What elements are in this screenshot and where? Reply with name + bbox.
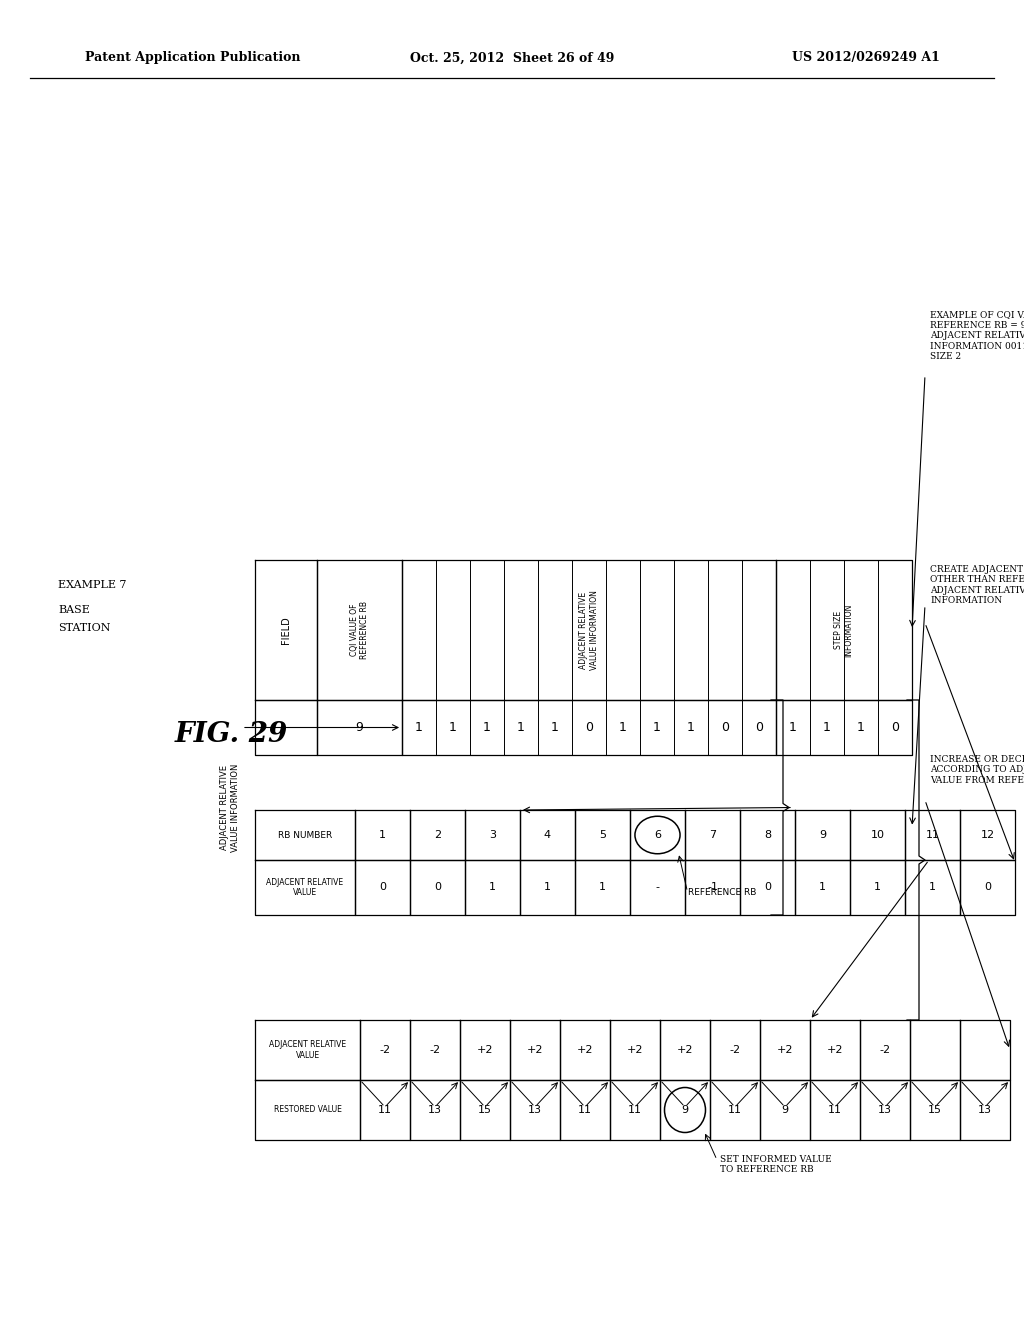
Text: ADJACENT RELATIVE
VALUE INFORMATION: ADJACENT RELATIVE VALUE INFORMATION xyxy=(580,590,599,671)
Text: +2: +2 xyxy=(627,1045,643,1055)
Text: 1: 1 xyxy=(653,721,660,734)
Text: -2: -2 xyxy=(380,1045,390,1055)
Text: 13: 13 xyxy=(528,1105,542,1115)
Text: 1: 1 xyxy=(483,721,490,734)
Text: 15: 15 xyxy=(478,1105,492,1115)
Text: CQI VALUE OF
REFERENCE RB: CQI VALUE OF REFERENCE RB xyxy=(350,601,370,659)
Text: -2: -2 xyxy=(880,1045,891,1055)
Text: 1: 1 xyxy=(929,883,936,892)
Text: 1: 1 xyxy=(489,883,496,892)
Text: 1: 1 xyxy=(544,883,551,892)
Text: 11: 11 xyxy=(578,1105,592,1115)
Text: EXAMPLE OF CQI VALUE
REFERENCE RB = 9,
ADJACENT RELATIVE VALUE
INFORMATION 00111: EXAMPLE OF CQI VALUE REFERENCE RB = 9, A… xyxy=(930,310,1024,360)
Text: 13: 13 xyxy=(978,1105,992,1115)
Text: 13: 13 xyxy=(428,1105,442,1115)
Text: SET INFORMED VALUE
TO REFERENCE RB: SET INFORMED VALUE TO REFERENCE RB xyxy=(720,1155,831,1175)
Text: 1: 1 xyxy=(790,721,797,734)
Text: ADJACENT RELATIVE
VALUE: ADJACENT RELATIVE VALUE xyxy=(266,878,344,898)
Text: 0: 0 xyxy=(764,883,771,892)
Text: +2: +2 xyxy=(777,1045,794,1055)
Text: Patent Application Publication: Patent Application Publication xyxy=(85,51,300,65)
Text: 9: 9 xyxy=(681,1105,688,1115)
Text: 5: 5 xyxy=(599,830,606,840)
Text: 11: 11 xyxy=(828,1105,842,1115)
Text: 12: 12 xyxy=(980,830,994,840)
Text: EXAMPLE 7: EXAMPLE 7 xyxy=(58,579,127,590)
Text: 0: 0 xyxy=(585,721,593,734)
Text: 3: 3 xyxy=(489,830,496,840)
Text: 6: 6 xyxy=(654,830,662,840)
Text: 11: 11 xyxy=(728,1105,742,1115)
Text: +2: +2 xyxy=(477,1045,494,1055)
Text: 4: 4 xyxy=(544,830,551,840)
Text: 1: 1 xyxy=(819,883,826,892)
Text: 15: 15 xyxy=(928,1105,942,1115)
Text: 1: 1 xyxy=(857,721,865,734)
Text: 11: 11 xyxy=(926,830,939,840)
Text: 0: 0 xyxy=(434,883,441,892)
Text: 13: 13 xyxy=(878,1105,892,1115)
Text: 9: 9 xyxy=(781,1105,788,1115)
Text: 0: 0 xyxy=(891,721,899,734)
Text: -1: -1 xyxy=(707,883,718,892)
Text: 1: 1 xyxy=(551,721,559,734)
Text: 1: 1 xyxy=(687,721,695,734)
Text: +2: +2 xyxy=(826,1045,843,1055)
Text: 10: 10 xyxy=(870,830,885,840)
Text: 8: 8 xyxy=(764,830,771,840)
Text: 11: 11 xyxy=(628,1105,642,1115)
Text: CREATE ADJACENT RELATIVE VALUE
OTHER THAN REFERENCE RB FROM
ADJACENT RELATIVE VA: CREATE ADJACENT RELATIVE VALUE OTHER THA… xyxy=(930,565,1024,605)
Text: +2: +2 xyxy=(677,1045,693,1055)
Text: RB NUMBER: RB NUMBER xyxy=(278,830,332,840)
Text: STATION: STATION xyxy=(58,623,111,634)
Text: 7: 7 xyxy=(709,830,716,840)
Text: -: - xyxy=(655,883,659,892)
Text: 1: 1 xyxy=(823,721,830,734)
Text: Oct. 25, 2012  Sheet 26 of 49: Oct. 25, 2012 Sheet 26 of 49 xyxy=(410,51,614,65)
Text: 1: 1 xyxy=(620,721,627,734)
Text: REFERENCE RB: REFERENCE RB xyxy=(687,888,756,898)
Text: 0: 0 xyxy=(721,721,729,734)
Text: 1: 1 xyxy=(379,830,386,840)
Text: 1: 1 xyxy=(874,883,881,892)
Text: 9: 9 xyxy=(355,721,364,734)
Text: INCREASE OR DECREASE STEP SIZE
ACCORDING TO ADJACENT RELATIVE
VALUE FROM REFEREN: INCREASE OR DECREASE STEP SIZE ACCORDING… xyxy=(930,755,1024,785)
Text: 0: 0 xyxy=(984,883,991,892)
Text: FIELD: FIELD xyxy=(281,616,291,644)
Text: 0: 0 xyxy=(755,721,763,734)
Text: RESTORED VALUE: RESTORED VALUE xyxy=(273,1106,341,1114)
Text: 1: 1 xyxy=(450,721,457,734)
Text: BASE: BASE xyxy=(58,605,90,615)
Text: US 2012/0269249 A1: US 2012/0269249 A1 xyxy=(793,51,940,65)
Text: 0: 0 xyxy=(379,883,386,892)
Text: -2: -2 xyxy=(429,1045,440,1055)
Text: 1: 1 xyxy=(517,721,525,734)
Text: +2: +2 xyxy=(526,1045,544,1055)
Text: ADJACENT RELATIVE
VALUE: ADJACENT RELATIVE VALUE xyxy=(269,1040,346,1060)
Text: 11: 11 xyxy=(378,1105,392,1115)
Text: 1: 1 xyxy=(415,721,423,734)
Text: +2: +2 xyxy=(577,1045,593,1055)
Text: 1: 1 xyxy=(599,883,606,892)
Text: FIG. 29: FIG. 29 xyxy=(175,722,288,748)
Text: -2: -2 xyxy=(729,1045,740,1055)
Text: 9: 9 xyxy=(819,830,826,840)
Text: 2: 2 xyxy=(434,830,441,840)
Text: STEP SIZE
INFORMATION: STEP SIZE INFORMATION xyxy=(835,603,854,656)
Text: ADJACENT RELATIVE
VALUE INFORMATION: ADJACENT RELATIVE VALUE INFORMATION xyxy=(220,763,240,851)
